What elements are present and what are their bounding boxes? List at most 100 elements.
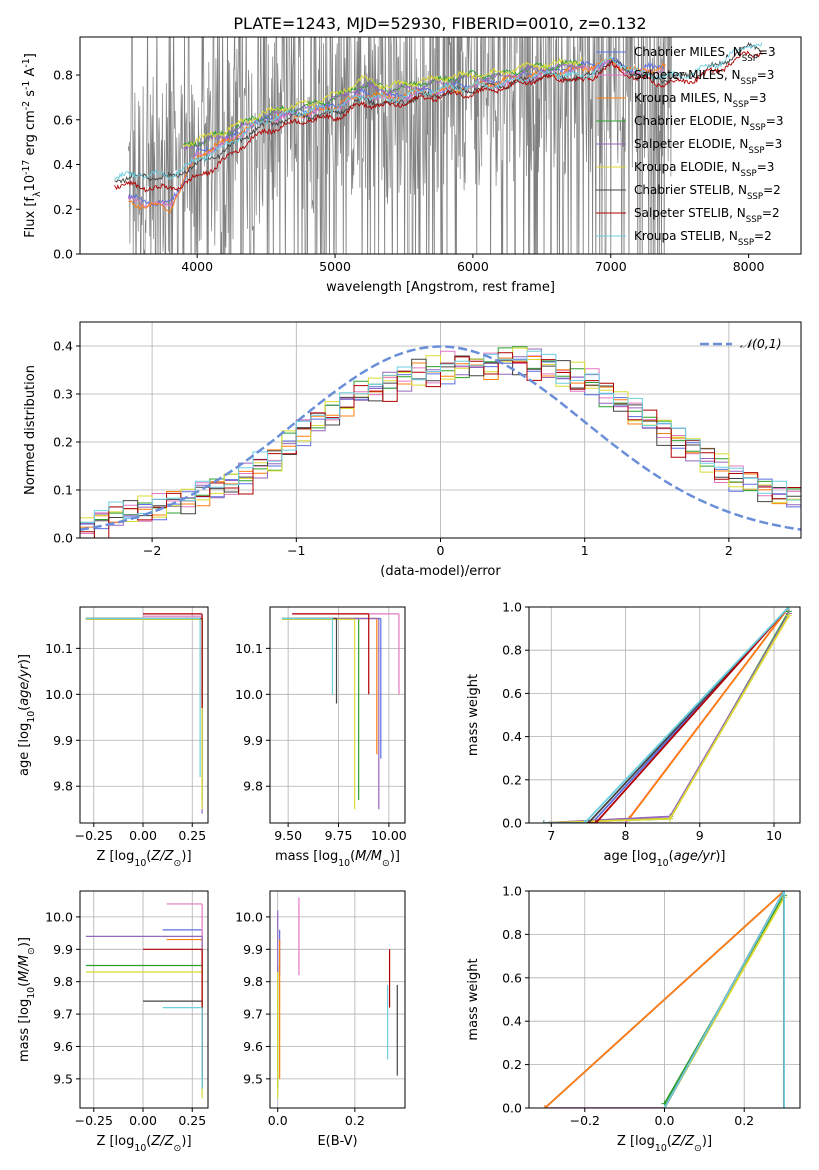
weight_vs_age-line xyxy=(543,607,790,823)
mass_vs_Z-ytick-label: 9.9 xyxy=(53,942,73,957)
age_vs_mass-xtick-label: 9.50 xyxy=(274,828,302,843)
weight_vs_Z-ytick-label: 1.0 xyxy=(502,884,522,899)
mass_vs_ebv-ytick-label: 9.6 xyxy=(243,1039,263,1054)
spectrum-ytick-label: 0.0 xyxy=(53,247,73,262)
weight_vs_Z-ytick-label: 0.8 xyxy=(502,927,522,942)
residuals-ylabel: Normed distribution xyxy=(23,365,38,495)
spectrum-ytick-label: 0.2 xyxy=(53,202,73,217)
spectrum-frame xyxy=(79,36,802,255)
age_vs_mass-ytick-label: 10.0 xyxy=(235,687,263,702)
mass_vs_Z-ytick-label: 9.5 xyxy=(53,1071,73,1086)
mass_vs_ebv-ytick-label: 9.5 xyxy=(243,1071,263,1086)
residual-histogram xyxy=(80,352,801,538)
mass_vs_ebv-ytick-label: 10.0 xyxy=(235,909,263,924)
mass_vs_Z-xtick-label: 0.00 xyxy=(129,1113,157,1128)
age_vs_mass-frame xyxy=(269,606,406,824)
residuals-xtick-label: 2 xyxy=(725,543,733,558)
weight_vs_age-plot-area xyxy=(540,607,792,823)
age_vs_Z-ytick-label: 9.9 xyxy=(53,733,73,748)
weight_vs_age-xtick-label: 9 xyxy=(696,828,704,843)
residuals-ytick-label: 0.2 xyxy=(53,435,73,450)
weight_vs_age-line xyxy=(543,607,790,823)
weight_vs_age-marker xyxy=(592,820,599,823)
age_vs_Z-xlabel: Z [log10(Z/Z⊙)] xyxy=(96,849,191,869)
mass_vs_ebv-ytick-label: 9.9 xyxy=(243,942,263,957)
weight_vs_age-xlabel: age [log10(age/yr)] xyxy=(603,849,725,869)
weight_vs_age-frame xyxy=(528,606,801,824)
age_vs_mass-plot-area xyxy=(282,613,400,810)
age_vs_Z-plot-area xyxy=(85,613,203,814)
weight_vs_Z-marker xyxy=(661,1105,668,1108)
spectrum-ytick-label: 0.4 xyxy=(53,157,73,172)
residuals-ytick-label: 0.4 xyxy=(53,339,73,354)
spectrum-xtick-label: 4000 xyxy=(181,259,213,274)
spectrum-model-line xyxy=(183,63,584,152)
spectrum-axes: 4000 5000 6000 7000 8000 0.0 0.2 0.4 0.6 0.8 wavel… xyxy=(21,36,802,295)
spectrum-legend-label: Kroupa MILES, NSSP=3 xyxy=(634,91,767,110)
mass_vs_ebv-ytick-label: 9.8 xyxy=(243,974,263,989)
spectrum-legend-label: Chabrier STELIB, NSSP=2 xyxy=(634,183,781,202)
residuals-xlabel: (data-model)/error xyxy=(380,564,501,579)
age_vs_Z-axes: −0.25 0.00 0.25 9.8 9.9 10.0 10.1 Z [log10(Z/Z⊙… xyxy=(17,606,209,869)
weight_vs_Z-marker xyxy=(541,1105,548,1108)
weight_vs_age-xtick-label: 10 xyxy=(766,828,782,843)
weight_vs_age-line xyxy=(543,610,790,823)
mass_vs_Z-axes: −0.25 0.00 0.25 9.5 9.6 9.7 9.8 9.9 10.0 Z [log10… xyxy=(17,890,209,1154)
weight_vs_Z-xtick-label: 0.2 xyxy=(734,1113,754,1128)
weight_vs_age-ytick-label: 0.6 xyxy=(502,686,522,701)
spectrum-legend-label: Kroupa STELIB, NSSP=2 xyxy=(634,229,772,248)
weight_vs_age-ytick-label: 0.4 xyxy=(502,729,522,744)
mass_vs_Z-ytick-label: 9.8 xyxy=(53,974,73,989)
weight_vs_age-ylabel: mass weight xyxy=(466,674,481,756)
residuals-ytick-label: 0.3 xyxy=(53,387,73,402)
mass_vs_ebv-xtick-label: 0.0 xyxy=(268,1113,288,1128)
weight_vs_Z-xtick-label: −0.2 xyxy=(570,1113,600,1128)
age_vs_Z-ytick-label: 10.0 xyxy=(45,687,73,702)
age_vs_Z-xtick-label: 0.00 xyxy=(129,828,157,843)
mass_vs_ebv-plot-area xyxy=(277,897,398,1099)
weight_vs_age-marker xyxy=(585,820,592,823)
weight_vs_Z-ylabel: mass weight xyxy=(466,958,481,1040)
weight_vs_Z-ytick-label: 0.0 xyxy=(502,1101,522,1116)
spectrum-legend-label: Salpeter MILES, NSSP=3 xyxy=(634,68,774,87)
weight_vs_age-ytick-label: 0.8 xyxy=(502,643,522,658)
weight_vs_age-ytick-label: 0.0 xyxy=(502,816,522,831)
spectrum-ylabel: Flux [fλ10-17 erg cm-2 s-1 A-1] xyxy=(21,53,43,238)
residuals-plot-area xyxy=(80,345,801,538)
spectrum-model-line xyxy=(114,42,763,181)
residuals-xtick-label: −1 xyxy=(287,543,305,558)
weight_vs_age-line xyxy=(543,607,790,823)
mass_vs_ebv-axes: 0.0 0.2 9.5 9.6 9.7 9.8 9.9 10.0 E(B-V) xyxy=(235,890,406,1149)
spectrum-xlabel: wavelength [Angstrom, rest frame] xyxy=(326,280,555,295)
spectrum-xtick-label: 7000 xyxy=(595,259,627,274)
spectrum-legend-label: Chabrier MILES, NSSP=3 xyxy=(634,45,776,64)
age_vs_mass-ytick-label: 9.8 xyxy=(243,779,263,794)
weight_vs_Z-line xyxy=(663,891,785,1108)
age_vs_Z-ylabel: age [log10(age/yr)] xyxy=(17,654,37,776)
mass_vs_Z-plot-area xyxy=(85,903,203,1099)
residuals-ytick-label: 0.1 xyxy=(53,483,73,498)
spectrum-model-line xyxy=(183,58,583,148)
weight_vs_Z-marker xyxy=(781,891,788,894)
weight_vs_age-ytick-label: 0.2 xyxy=(502,772,522,787)
age_vs_mass-ytick-label: 10.1 xyxy=(235,641,263,656)
weight_vs_Z-plot-area xyxy=(541,891,788,1108)
mass_vs_Z-ytick-label: 10.0 xyxy=(45,909,73,924)
residual-histogram xyxy=(80,350,801,523)
age_vs_Z-xtick-label: 0.25 xyxy=(178,828,206,843)
weight_vs_Z-axes: −0.2 0.0 0.2 0.0 0.2 0.4 0.6 0.8 1.0 Z [log10(Z/Z… xyxy=(466,884,801,1154)
weight_vs_age-marker xyxy=(785,607,792,610)
age_vs_Z-frame xyxy=(79,606,209,824)
age_vs_mass-xtick-label: 9.75 xyxy=(325,828,353,843)
spectrum-data-line xyxy=(127,37,672,254)
spectrum-ytick-label: 0.6 xyxy=(53,112,73,127)
weight_vs_Z-ytick-label: 0.2 xyxy=(502,1057,522,1072)
spectrum-ytick-label: 0.8 xyxy=(53,68,73,83)
spectrum-legend-label: Salpeter STELIB, NSSP=2 xyxy=(634,206,780,225)
mass_vs_ebv-frame xyxy=(269,890,406,1109)
weight_vs_age-axes: 7 8 9 10 0.0 0.2 0.4 0.6 0.8 1.0 age [log10(age/yr… xyxy=(466,600,801,869)
figure-title: PLATE=1243, MJD=52930, FIBERID=0010, z=0… xyxy=(233,14,646,33)
spectrum-plot-area xyxy=(114,37,763,254)
age_vs_Z-ytick-label: 10.1 xyxy=(45,641,73,656)
